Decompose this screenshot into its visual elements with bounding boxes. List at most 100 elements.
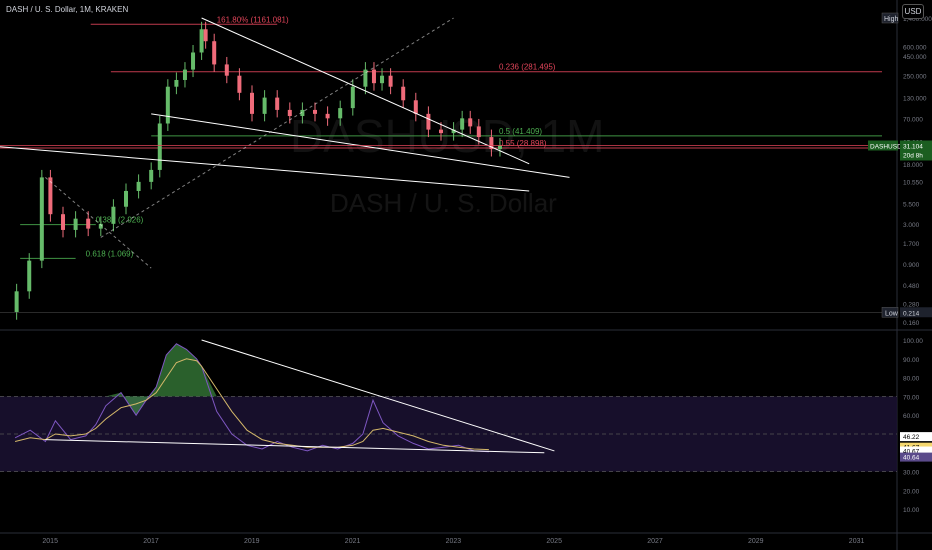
candle-body <box>380 75 385 84</box>
price-tick-label: 0.900 <box>903 262 920 269</box>
trendline-diagonal-2 <box>45 177 152 269</box>
low-value-label: 0.214 <box>903 310 920 317</box>
time-tick-label: 2029 <box>748 538 764 545</box>
high-tag-box <box>881 12 899 24</box>
candle-body <box>426 113 431 130</box>
price-tick-label: 0.480 <box>903 283 920 290</box>
candle-body <box>124 190 128 207</box>
fib-label: 0.55 (28.898) <box>499 139 547 148</box>
price-tick-label: 1.700 <box>903 241 920 248</box>
candle-body <box>300 109 305 117</box>
rsi-tag-label: 40.64 <box>903 455 920 462</box>
candle-body <box>350 86 355 109</box>
price-tick-label: 1,400.000 <box>903 16 932 23</box>
currency-button[interactable]: USD <box>902 4 924 19</box>
fib-levels: 161.80% (1161.081) 0.236 (281.495) 0.5 (41… <box>0 15 882 259</box>
candle-body <box>157 123 162 170</box>
candle-body <box>338 108 343 119</box>
candle-body <box>476 126 481 138</box>
rsi-tick-label: 90.00 <box>903 357 920 364</box>
trendline-base <box>0 146 530 192</box>
time-tick-label: 2015 <box>42 538 58 545</box>
price-tick-label: 5.500 <box>903 202 920 209</box>
candle-body <box>86 218 91 229</box>
price-tick-label: 10.550 <box>903 180 923 187</box>
candle-body <box>174 79 179 87</box>
candle-body <box>14 291 19 313</box>
fib-label: 0.382 (2.926) <box>96 216 144 225</box>
price-tick-label: 18.000 <box>903 162 923 169</box>
candle-body <box>451 129 456 134</box>
rsi-ma-line <box>14 358 489 451</box>
candle-body <box>165 86 170 124</box>
rsi-trendline-lower <box>45 439 545 454</box>
rsi-tag-box <box>900 432 932 442</box>
candle-body <box>371 69 376 84</box>
candle-body <box>191 52 196 70</box>
price-tick-label: 130.000 <box>903 96 927 103</box>
rsi-tick-label: 80.00 <box>903 376 920 383</box>
price-tick-label: 70.000 <box>903 116 923 123</box>
rsi-tick-label: 30.00 <box>903 470 920 477</box>
candle-body <box>401 86 406 101</box>
candle-body <box>182 69 187 80</box>
rsi-tick-label: 70.00 <box>903 394 920 401</box>
fib-label: 161.80% (1161.081) <box>217 15 289 24</box>
price-tick-label: 600.000 <box>903 44 927 51</box>
rsi-tick-label: 60.00 <box>903 413 920 420</box>
price-tick-label: 250.000 <box>903 74 927 81</box>
candle-body <box>388 75 393 87</box>
candle-body <box>275 97 280 110</box>
rsi-tick-label: 100.00 <box>903 338 923 345</box>
price-tick-label: 0.280 <box>903 301 920 308</box>
rsi-tag-label: 40.67 <box>903 449 920 456</box>
fib-label: 0.236 (281.495) <box>499 63 556 72</box>
rsi-tag-box <box>900 452 932 462</box>
low-value-box <box>900 307 932 318</box>
high-tag-label: High <box>884 16 899 23</box>
candle-body <box>325 113 330 119</box>
candle-body <box>287 109 292 117</box>
candle-body <box>224 64 229 76</box>
candles <box>14 21 502 320</box>
rsi-overbought-fill <box>105 343 217 416</box>
candle-body <box>61 214 65 230</box>
time-tick-label: 2025 <box>546 538 562 545</box>
candle-body <box>212 41 217 65</box>
candle-body <box>413 100 418 114</box>
candle-body <box>497 145 502 150</box>
fib-label: 0.5 (41.409) <box>499 127 542 136</box>
rsi-trendline-upper <box>201 339 555 452</box>
candle-body <box>237 75 242 93</box>
symbol-tag-box <box>868 140 898 151</box>
rsi-tag-label: 46.22 <box>903 434 920 441</box>
candle-body <box>98 223 103 229</box>
low-tag-box <box>881 307 899 318</box>
candle-body <box>199 29 204 53</box>
candle-body <box>136 181 141 191</box>
time-tick-label: 2019 <box>244 538 260 545</box>
price-tick-label: 0.160 <box>903 320 920 327</box>
price-tick-label: 450.000 <box>903 54 927 61</box>
price-tick-label: 3.000 <box>903 222 920 229</box>
symbol-tag-label: DASHUSD <box>870 144 902 151</box>
candle-body <box>39 177 44 261</box>
rsi-tick-label: 10.00 <box>903 507 920 514</box>
candle-body <box>439 129 443 134</box>
candle-body <box>73 218 78 230</box>
candle-body <box>313 109 317 114</box>
rsi-tag-box <box>900 446 932 456</box>
time-tick-label: 2021 <box>345 538 361 545</box>
time-tick-label: 2027 <box>647 538 663 545</box>
candle-body <box>111 206 116 224</box>
watermark-name: DASH / U. S. Dollar <box>330 188 557 218</box>
rsi-line <box>14 343 489 453</box>
time-tick-label: 2017 <box>143 538 159 545</box>
time-axis: 2015 2017 2019 2021 2023 2025 2027 2029 2031 <box>42 538 864 545</box>
price-axis: 1,400.000 600.000 450.000 250.000 130.000 70.… <box>0 12 932 327</box>
candle-body <box>363 69 368 87</box>
low-tag-label: Low <box>885 310 899 317</box>
candle-body <box>468 118 473 127</box>
candle-body <box>489 137 494 150</box>
